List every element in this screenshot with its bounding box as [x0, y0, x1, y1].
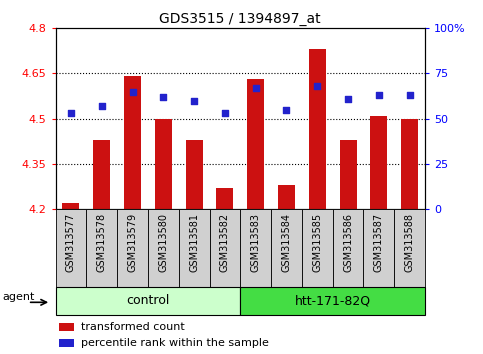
Point	[252, 85, 259, 91]
Text: GSM313579: GSM313579	[128, 213, 138, 272]
Bar	[210, 209, 240, 287]
Bar	[240, 287, 425, 315]
Bar	[302, 209, 333, 287]
Bar	[86, 209, 117, 287]
Bar	[401, 119, 418, 209]
Text: GSM313582: GSM313582	[220, 213, 230, 272]
Bar	[59, 339, 74, 347]
Bar	[148, 209, 179, 287]
Title: GDS3515 / 1394897_at: GDS3515 / 1394897_at	[159, 12, 321, 26]
Text: GSM313580: GSM313580	[158, 213, 168, 272]
Bar	[56, 209, 86, 287]
Bar	[124, 76, 141, 209]
Text: GSM313577: GSM313577	[66, 213, 76, 272]
Bar	[394, 209, 425, 287]
Bar	[247, 80, 264, 209]
Bar	[370, 116, 387, 209]
Bar	[340, 140, 356, 209]
Text: GSM313587: GSM313587	[374, 213, 384, 272]
Text: GSM313583: GSM313583	[251, 213, 261, 272]
Text: GSM313581: GSM313581	[189, 213, 199, 272]
Bar	[179, 209, 210, 287]
Point	[159, 94, 167, 100]
Point	[344, 96, 352, 102]
Text: GSM313584: GSM313584	[282, 213, 291, 272]
Text: agent: agent	[3, 292, 35, 302]
Point	[375, 92, 383, 98]
Point	[283, 107, 290, 113]
Bar	[333, 209, 364, 287]
Bar	[62, 203, 79, 209]
Bar	[155, 119, 172, 209]
Point	[128, 89, 136, 95]
Bar	[185, 140, 202, 209]
Text: GSM313588: GSM313588	[405, 213, 414, 272]
Point	[313, 83, 321, 89]
Bar	[309, 50, 326, 209]
Bar	[216, 188, 233, 209]
Text: GSM313585: GSM313585	[313, 213, 322, 272]
Point	[67, 110, 75, 116]
Bar	[278, 185, 295, 209]
Bar	[56, 287, 241, 315]
Point	[221, 110, 229, 116]
Bar	[364, 209, 394, 287]
Text: GSM313586: GSM313586	[343, 213, 353, 272]
Point	[190, 98, 198, 103]
Text: percentile rank within the sample: percentile rank within the sample	[82, 338, 270, 348]
Text: htt-171-82Q: htt-171-82Q	[295, 295, 371, 307]
Point	[406, 92, 413, 98]
Bar	[271, 209, 302, 287]
Point	[98, 103, 106, 109]
Bar	[117, 209, 148, 287]
Text: GSM313578: GSM313578	[97, 213, 107, 272]
Bar	[93, 140, 110, 209]
Bar	[240, 209, 271, 287]
Bar	[59, 323, 74, 331]
Text: transformed count: transformed count	[82, 322, 185, 332]
Text: control: control	[126, 295, 170, 307]
